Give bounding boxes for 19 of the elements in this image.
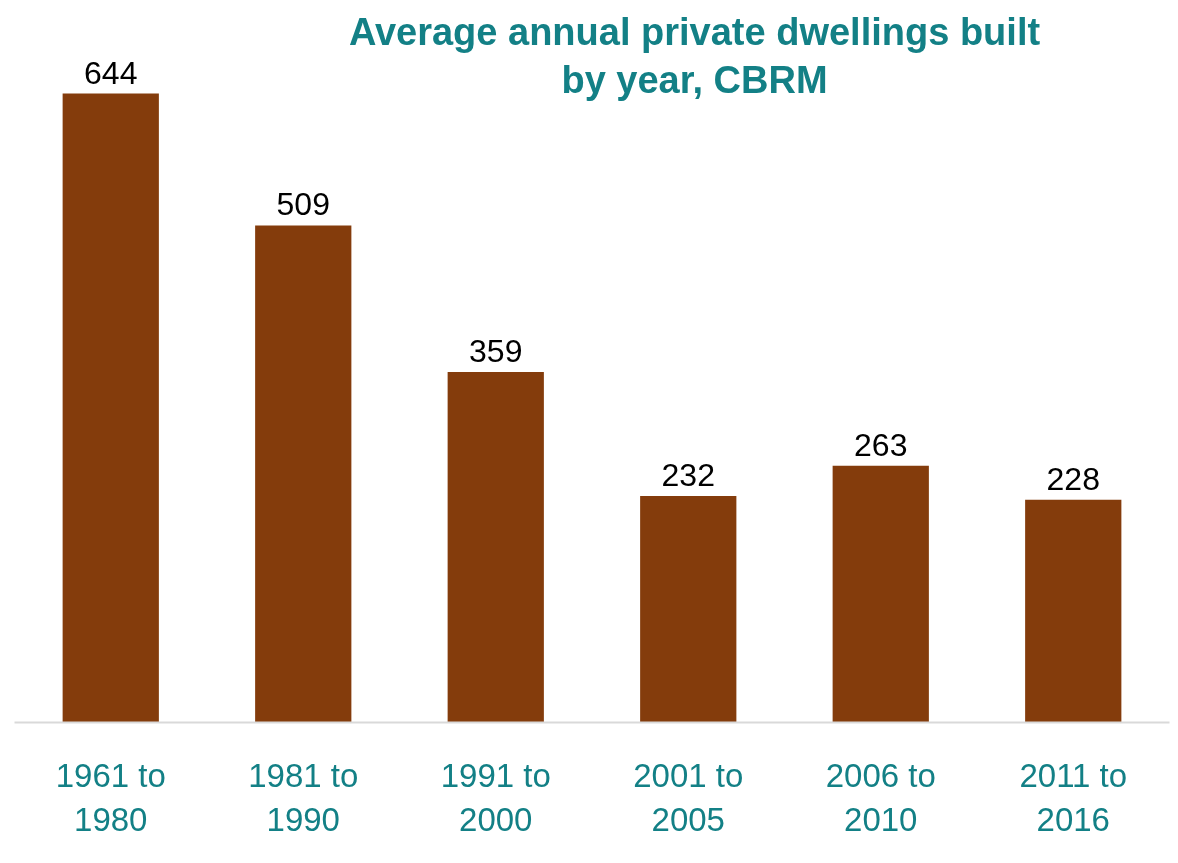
bar (1025, 499, 1122, 723)
chart-title: Average annual private dwellings built by year, CBRM (348, 10, 1041, 101)
bar (640, 495, 737, 723)
x-tick-label: 2011 to 2016 (1019, 756, 1128, 838)
data-label: 644 (84, 54, 138, 91)
data-label: 232 (661, 456, 715, 493)
bar (447, 371, 544, 723)
data-label: 359 (469, 332, 523, 369)
x-tick-label: 1991 to 2000 (440, 756, 551, 838)
data-label: 228 (1046, 460, 1100, 497)
data-label: 263 (854, 426, 908, 463)
x-tick-label: 2006 to 2010 (825, 756, 936, 838)
data-label: 509 (276, 186, 330, 223)
bar (832, 465, 929, 723)
x-tick-label: 1981 to 1990 (248, 756, 359, 838)
x-tick-label: 1961 to 1980 (55, 756, 166, 838)
x-tick-label: 2001 to 2005 (633, 756, 744, 838)
bar (255, 225, 352, 723)
bar (62, 93, 159, 723)
